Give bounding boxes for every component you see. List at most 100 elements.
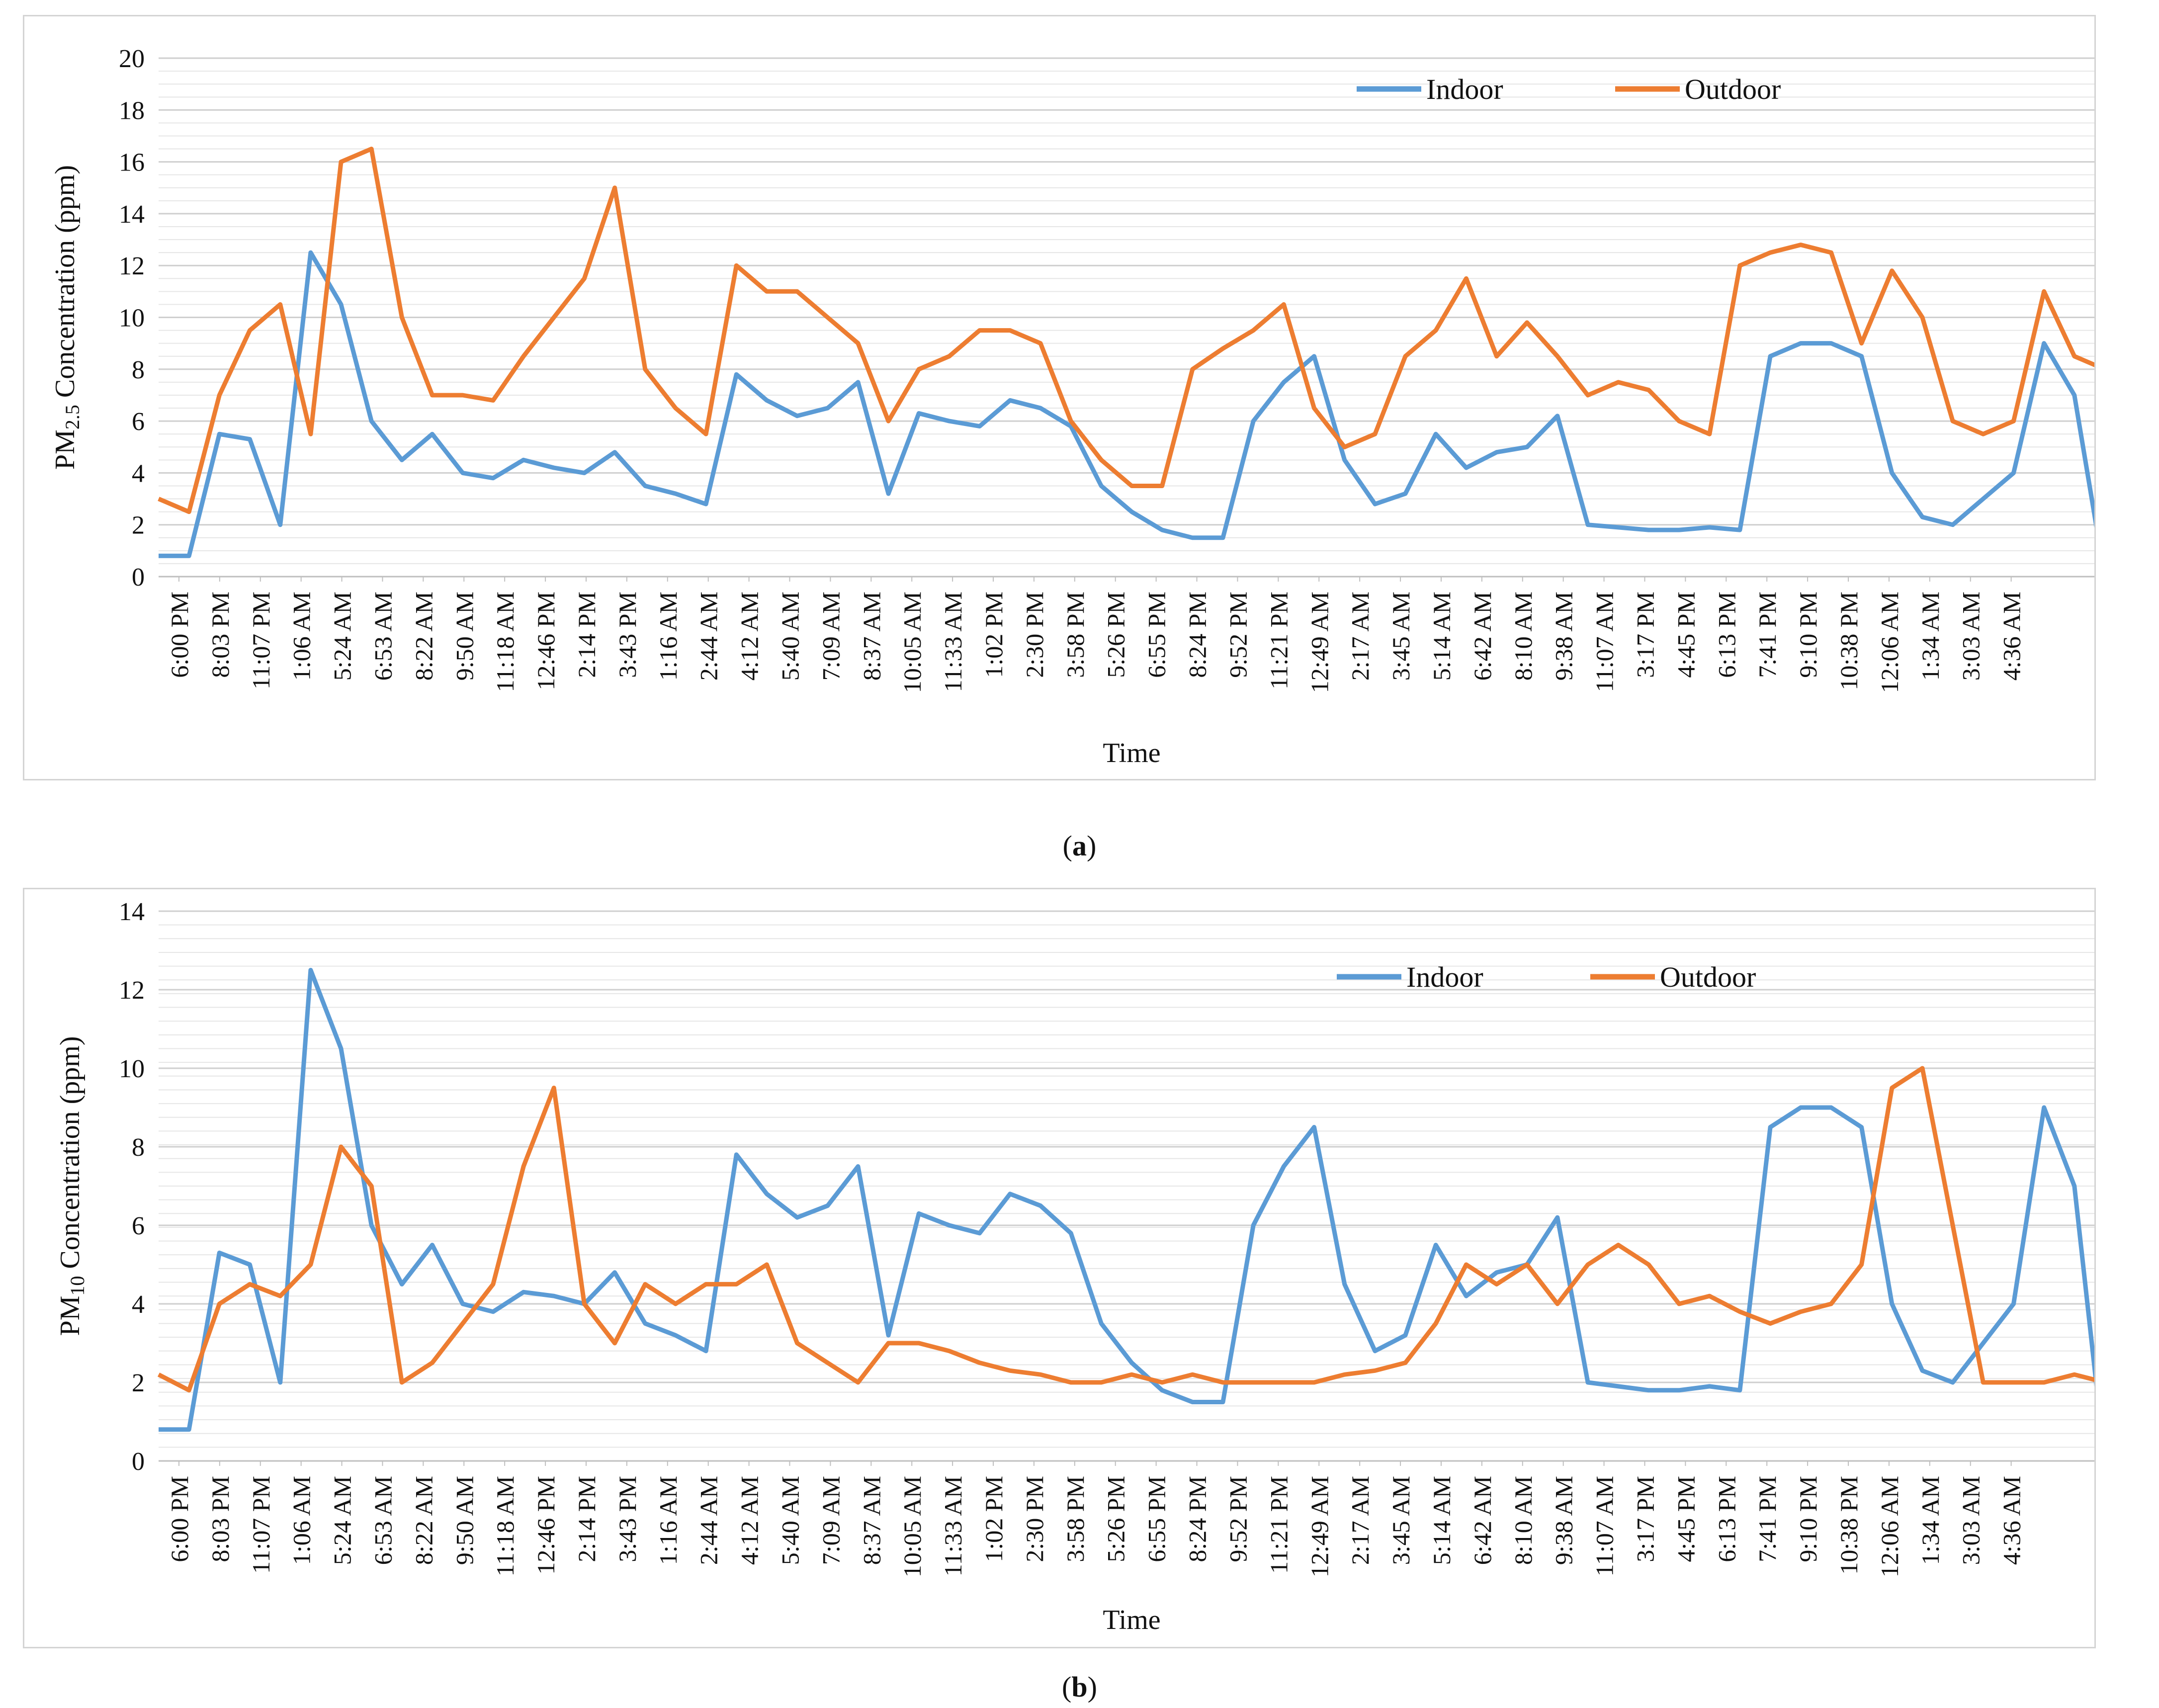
x-tick-label: 11:07 AM: [1591, 1476, 1619, 1576]
x-tick-label: 8:03 PM: [206, 1476, 234, 1562]
x-tick-label: 2:14 PM: [573, 592, 601, 678]
x-tick-label: 3:43 PM: [613, 592, 641, 678]
x-tick-label: 12:46 PM: [532, 592, 560, 690]
x-tick-label: 8:03 PM: [206, 592, 234, 678]
x-axis-label: Time: [1103, 738, 1160, 769]
x-tick-label: 9:52 PM: [1224, 1476, 1252, 1562]
x-tick-label: 3:45 AM: [1387, 592, 1415, 681]
x-tick-label: 6:53 AM: [369, 1476, 397, 1565]
x-tick-label: 6:42 AM: [1468, 1476, 1496, 1565]
x-tick-label: 11:21 PM: [1265, 1476, 1293, 1574]
legend-label-indoor: Indoor: [1406, 961, 1483, 993]
x-tick-label: 10:05 AM: [898, 592, 926, 693]
y-tick-label: 10: [119, 304, 145, 333]
x-tick-label: 2:30 PM: [1021, 592, 1048, 678]
y-tick-label: 2: [132, 1369, 145, 1397]
x-tick-label: 9:50 AM: [450, 592, 478, 681]
y-tick-label: 14: [119, 898, 145, 926]
x-tick-label: 6:55 PM: [1143, 1476, 1171, 1562]
series-line-indoor: [159, 250, 2094, 558]
x-tick-label: 9:38 AM: [1550, 1476, 1578, 1565]
x-tick-label: 11:33 AM: [939, 1476, 967, 1576]
x-tick-label: 5:26 PM: [1102, 592, 1130, 678]
x-tick-label: 3:17 PM: [1631, 592, 1659, 678]
x-tick-label: 3:03 AM: [1957, 1476, 1985, 1565]
x-tick-label: 12:06 AM: [1876, 1476, 1903, 1577]
y-tick-label: 4: [132, 459, 145, 488]
x-tick-label: 2:17 AM: [1346, 592, 1374, 681]
x-tick-label: 5:26 PM: [1102, 1476, 1130, 1562]
chart-a-plot: 0 2 4 6 8 10 12 14 16 18 20 6:00 PM 8:03 PM 11:07 PM 1…: [50, 45, 2094, 769]
y-tick-label: 18: [119, 96, 145, 125]
y-tick-label: 0: [132, 563, 145, 592]
y-tick-label: 20: [119, 45, 145, 73]
x-tick-label: 5:24 AM: [329, 1476, 356, 1565]
x-tick-label: 1:34 AM: [1916, 1476, 1944, 1565]
x-tick-label: 4:36 AM: [1998, 1476, 2026, 1565]
x-tick-label: 6:00 PM: [166, 1476, 193, 1562]
x-tick-label: 5:14 AM: [1428, 1476, 1456, 1565]
series-line-outdoor: [158, 147, 2094, 514]
y-tick-label: 4: [132, 1290, 145, 1319]
x-tick-label: 1:02 PM: [980, 592, 1008, 678]
x-tick-label: 2:44 AM: [695, 592, 723, 681]
y-tick-label: 10: [119, 1055, 145, 1083]
series-line-outdoor: [157, 1066, 2094, 1393]
legend-label-indoor: Indoor: [1426, 73, 1503, 105]
x-tick-label: 12:49 AM: [1305, 592, 1333, 693]
y-tick-label: 12: [119, 976, 145, 1005]
legend-label-outdoor: Outdoor: [1685, 73, 1781, 105]
chart-b-plot: 0 2 4 6 8 10 12 14 6:00 PM 8:03 PM 11:07 PM 1:06 AM…: [55, 898, 2094, 1635]
x-tick-label: 3:58 PM: [1061, 592, 1089, 678]
x-tick-label: 3:03 AM: [1957, 592, 1985, 681]
x-tick-label: 3:45 AM: [1387, 1476, 1415, 1565]
x-tick-label: 8:22 AM: [410, 1476, 437, 1565]
x-tick-label: 10:38 PM: [1835, 592, 1863, 690]
x-tick-label: 4:12 AM: [736, 592, 764, 681]
x-tick-label: 2:44 AM: [695, 1476, 723, 1565]
x-tick-label: 1:06 AM: [288, 1476, 316, 1565]
y-tick-label: 12: [119, 252, 145, 280]
x-tick-label: 9:50 AM: [450, 1476, 478, 1565]
x-tick-label: 8:10 AM: [1509, 1476, 1537, 1565]
x-tick-label: 6:13 PM: [1713, 1476, 1740, 1562]
x-tick-label: 8:37 AM: [858, 592, 885, 681]
x-tick-label: 8:10 AM: [1509, 592, 1537, 681]
x-tick-label: 12:49 AM: [1305, 1476, 1333, 1577]
x-tick-label: 12:06 AM: [1876, 592, 1903, 693]
y-axis-label: PM2.5 Concentration (ppm): [50, 165, 84, 470]
x-tick-label: 3:17 PM: [1631, 1476, 1659, 1562]
x-axis-label: Time: [1103, 1605, 1160, 1635]
x-tick-label: 6:55 PM: [1143, 592, 1171, 678]
series-line-indoor: [159, 968, 2094, 1432]
x-tick-label: 6:42 AM: [1468, 592, 1496, 681]
x-tick-label: 2:14 PM: [573, 1476, 601, 1562]
x-tick-label: 11:07 PM: [247, 1476, 275, 1574]
x-tick-label: 12:46 PM: [532, 1476, 560, 1575]
y-tick-label: 16: [119, 149, 145, 177]
x-tick-label: 11:07 PM: [247, 592, 275, 689]
x-tick-label: 8:37 AM: [858, 1476, 885, 1565]
x-tick-label: 6:13 PM: [1713, 592, 1740, 678]
x-tick-label: 4:45 PM: [1672, 592, 1700, 678]
x-tick-label: 3:58 PM: [1061, 1476, 1089, 1562]
x-tick-label: 2:30 PM: [1021, 1476, 1048, 1562]
x-tick-label: 1:06 AM: [288, 592, 316, 681]
x-tick-label: 7:09 AM: [817, 1476, 845, 1565]
x-tick-label: 7:09 AM: [817, 592, 845, 681]
y-tick-label: 0: [132, 1448, 145, 1476]
x-tick-label: 6:00 PM: [166, 592, 193, 678]
x-tick-label: 4:36 AM: [1998, 592, 2026, 681]
x-tick-label: 5:24 AM: [329, 592, 356, 681]
caption-a: (a): [1062, 830, 1097, 862]
x-tick-label: 5:40 AM: [777, 1476, 804, 1565]
y-tick-label: 6: [132, 1212, 145, 1240]
x-tick-label: 10:38 PM: [1835, 1476, 1863, 1575]
x-tick-label: 1:02 PM: [980, 1476, 1008, 1562]
x-tick-label: 11:18 AM: [491, 1476, 519, 1576]
x-tick-label: 1:34 AM: [1916, 592, 1944, 681]
y-tick-label: 8: [132, 356, 145, 384]
x-tick-label: 1:16 AM: [654, 592, 682, 681]
x-tick-label: 10:05 AM: [898, 1476, 926, 1577]
x-tick-label: 8:24 PM: [1184, 592, 1211, 678]
